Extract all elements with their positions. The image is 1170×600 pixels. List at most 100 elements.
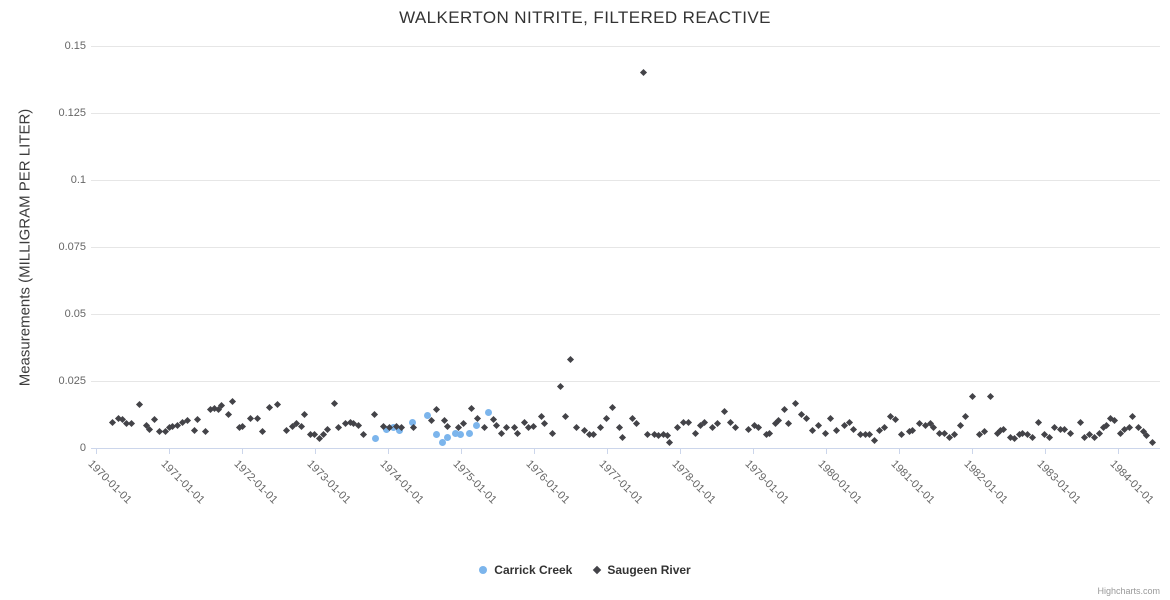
data-point-saugeen-river[interactable]	[150, 415, 159, 423]
data-point-saugeen-river[interactable]	[849, 425, 858, 433]
data-point-saugeen-river[interactable]	[330, 399, 338, 407]
data-point-saugeen-river[interactable]	[701, 418, 709, 426]
data-point-carrick-creek[interactable]	[485, 409, 493, 417]
data-point-saugeen-river[interactable]	[814, 421, 823, 429]
data-point-saugeen-river[interactable]	[832, 427, 840, 435]
data-point-saugeen-river[interactable]	[930, 423, 938, 431]
data-point-saugeen-river[interactable]	[493, 421, 501, 429]
data-point-saugeen-river[interactable]	[639, 69, 647, 77]
data-point-saugeen-river[interactable]	[360, 430, 368, 438]
data-point-carrick-creek[interactable]	[423, 411, 431, 419]
data-point-saugeen-river[interactable]	[266, 403, 274, 411]
data-point-saugeen-river[interactable]	[691, 429, 699, 437]
data-point-saugeen-river[interactable]	[1110, 417, 1118, 425]
data-point-saugeen-river[interactable]	[1000, 425, 1008, 433]
data-point-carrick-creek[interactable]	[409, 418, 417, 426]
data-point-saugeen-river[interactable]	[128, 420, 136, 428]
data-point-saugeen-river[interactable]	[239, 422, 247, 430]
data-point-saugeen-river[interactable]	[809, 426, 817, 434]
data-point-saugeen-river[interactable]	[603, 414, 611, 422]
data-point-saugeen-river[interactable]	[1034, 418, 1042, 426]
data-point-saugeen-river[interactable]	[253, 414, 261, 422]
data-point-saugeen-river[interactable]	[1076, 418, 1085, 426]
data-point-carrick-creek[interactable]	[389, 424, 397, 432]
data-point-saugeen-river[interactable]	[1128, 413, 1136, 421]
data-point-saugeen-river[interactable]	[1066, 429, 1074, 437]
data-point-saugeen-river[interactable]	[480, 423, 488, 431]
data-point-saugeen-river[interactable]	[433, 405, 441, 413]
data-point-saugeen-river[interactable]	[191, 426, 199, 434]
data-point-saugeen-river[interactable]	[224, 410, 232, 418]
data-point-saugeen-river[interactable]	[663, 432, 672, 440]
data-point-saugeen-river[interactable]	[822, 429, 830, 437]
data-point-saugeen-river[interactable]	[258, 428, 267, 436]
data-point-saugeen-river[interactable]	[229, 397, 237, 405]
data-point-saugeen-river[interactable]	[398, 423, 406, 431]
data-point-saugeen-river[interactable]	[497, 429, 505, 437]
data-point-saugeen-river[interactable]	[136, 400, 144, 408]
data-point-saugeen-river[interactable]	[589, 431, 597, 439]
data-point-carrick-creek[interactable]	[444, 433, 452, 441]
data-point-saugeen-river[interactable]	[666, 438, 674, 446]
data-point-carrick-creek[interactable]	[433, 431, 441, 439]
data-point-carrick-creek[interactable]	[456, 430, 464, 438]
data-point-carrick-creek[interactable]	[451, 429, 459, 437]
data-point-carrick-creek[interactable]	[466, 429, 474, 437]
data-point-carrick-creek[interactable]	[396, 427, 404, 435]
data-point-saugeen-river[interactable]	[596, 424, 604, 432]
legend-item-saugeen-river[interactable]: Saugeen River	[593, 563, 691, 577]
data-point-saugeen-river[interactable]	[781, 406, 789, 414]
data-point-saugeen-river[interactable]	[1143, 432, 1151, 440]
data-point-saugeen-river[interactable]	[827, 414, 835, 422]
data-point-saugeen-river[interactable]	[846, 418, 854, 426]
data-point-carrick-creek[interactable]	[438, 439, 446, 447]
data-point-saugeen-river[interactable]	[566, 355, 574, 363]
data-point-saugeen-river[interactable]	[608, 403, 616, 411]
data-point-saugeen-river[interactable]	[766, 429, 774, 437]
data-point-saugeen-river[interactable]	[957, 421, 965, 429]
data-point-saugeen-river[interactable]	[731, 423, 739, 431]
data-point-saugeen-river[interactable]	[866, 431, 874, 439]
data-point-saugeen-river[interactable]	[755, 423, 763, 431]
data-point-saugeen-river[interactable]	[473, 414, 481, 422]
data-point-saugeen-river[interactable]	[541, 420, 549, 428]
data-point-saugeen-river[interactable]	[561, 413, 569, 421]
data-point-saugeen-river[interactable]	[274, 400, 282, 408]
data-point-saugeen-river[interactable]	[549, 429, 557, 437]
data-point-saugeen-river[interactable]	[503, 423, 511, 431]
data-point-saugeen-river[interactable]	[444, 422, 452, 430]
legend-item-carrick-creek[interactable]: Carrick Creek	[479, 563, 572, 577]
data-point-saugeen-river[interactable]	[785, 420, 793, 428]
data-point-saugeen-river[interactable]	[720, 407, 728, 415]
data-point-saugeen-river[interactable]	[572, 423, 580, 431]
data-point-saugeen-river[interactable]	[530, 422, 538, 430]
data-point-saugeen-river[interactable]	[514, 429, 522, 437]
data-point-saugeen-river[interactable]	[643, 430, 651, 438]
data-point-saugeen-river[interactable]	[355, 421, 363, 429]
data-point-saugeen-river[interactable]	[619, 433, 627, 441]
data-point-saugeen-river[interactable]	[685, 418, 693, 426]
data-point-saugeen-river[interactable]	[986, 392, 994, 400]
data-point-saugeen-river[interactable]	[334, 423, 342, 431]
highcharts-credits[interactable]: Highcharts.com	[1097, 586, 1160, 596]
data-point-carrick-creek[interactable]	[472, 421, 480, 429]
data-point-saugeen-river[interactable]	[674, 423, 682, 431]
data-point-saugeen-river[interactable]	[615, 424, 623, 432]
data-point-saugeen-river[interactable]	[193, 415, 202, 423]
data-point-saugeen-river[interactable]	[1148, 439, 1156, 447]
data-point-carrick-creek[interactable]	[372, 434, 380, 442]
data-point-saugeen-river[interactable]	[871, 436, 879, 444]
data-point-saugeen-river[interactable]	[962, 413, 970, 421]
data-point-saugeen-river[interactable]	[744, 425, 753, 433]
data-point-saugeen-river[interactable]	[301, 410, 309, 418]
data-point-saugeen-river[interactable]	[298, 422, 306, 430]
data-point-saugeen-river[interactable]	[968, 392, 977, 400]
data-point-saugeen-river[interactable]	[897, 430, 905, 438]
data-point-saugeen-river[interactable]	[792, 399, 800, 407]
data-point-saugeen-river[interactable]	[467, 404, 475, 412]
data-point-saugeen-river[interactable]	[556, 383, 564, 391]
data-point-saugeen-river[interactable]	[202, 428, 210, 436]
data-point-saugeen-river[interactable]	[803, 414, 811, 422]
data-point-saugeen-river[interactable]	[726, 418, 734, 426]
data-point-saugeen-river[interactable]	[909, 426, 917, 434]
